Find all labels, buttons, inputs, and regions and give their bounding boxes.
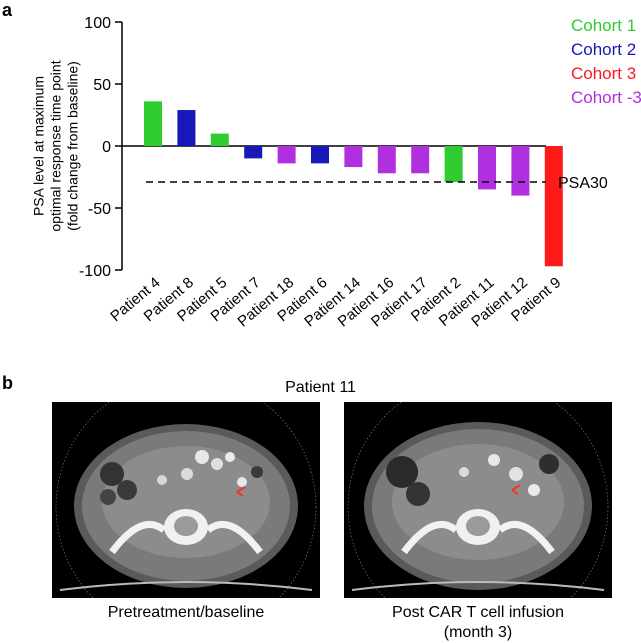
bar-patient-7 [244, 146, 263, 159]
bar-patient-17 [411, 146, 430, 174]
y-tick-label: -50 [88, 201, 111, 218]
caption-post-infusion-line-2: (month 3) [443, 624, 513, 641]
bar-patient-18 [277, 146, 296, 164]
bar-patient-14 [344, 146, 363, 168]
y-axis-label-line-1: PSA level at maximum [30, 75, 47, 217]
legend-cohort-1: Cohort 1 [571, 16, 637, 35]
bar-patient-6 [311, 146, 329, 164]
y-tick-label: 100 [84, 15, 111, 32]
bar-patient-16 [377, 146, 396, 174]
caption-baseline: Pretreatment/baseline [107, 604, 265, 621]
y-axis-label-line-2: optimal response time point [47, 60, 64, 232]
ct-scan-post-infusion [344, 402, 612, 598]
bar-patient-12 [511, 146, 530, 196]
bar-patient-5 [210, 133, 229, 146]
y-axis-label-line-3: (fold change from baseline) [64, 61, 81, 231]
bar-patient-4 [144, 101, 162, 146]
panel-b-title: Patient 11 [285, 379, 356, 396]
bar-patient-11 [478, 146, 496, 190]
y-tick-label: 50 [93, 77, 111, 94]
y-axis-label: PSA level at maximum optimal response ti… [31, 16, 82, 276]
ct-scan-baseline [52, 402, 320, 598]
legend-cohort-2: Cohort 2 [571, 40, 637, 59]
caption-post-infusion: Post CAR T cell infusion (month 3) [330, 603, 626, 643]
bar-patient-9 [544, 146, 563, 267]
caption-post-infusion-line-1: Post CAR T cell infusion [392, 604, 564, 621]
ct-scan-post-infusion-image [347, 402, 609, 598]
psa30-label: PSA30 [558, 175, 608, 192]
y-tick-label: -100 [79, 263, 111, 280]
panel-a-label: a [2, 0, 13, 20]
bar-patient-8 [177, 110, 196, 146]
panel-b-label: b [2, 373, 13, 393]
y-tick-label: 0 [102, 139, 111, 156]
legend-cohort-3: Cohort 3 [571, 64, 637, 83]
legend: Cohort 1 Cohort 2 Cohort 3 Cohort -3 [571, 14, 641, 110]
ct-scan-baseline-image [55, 402, 317, 598]
legend-cohort-minus-3: Cohort -3 [571, 88, 641, 107]
bar-patient-2 [444, 146, 463, 182]
